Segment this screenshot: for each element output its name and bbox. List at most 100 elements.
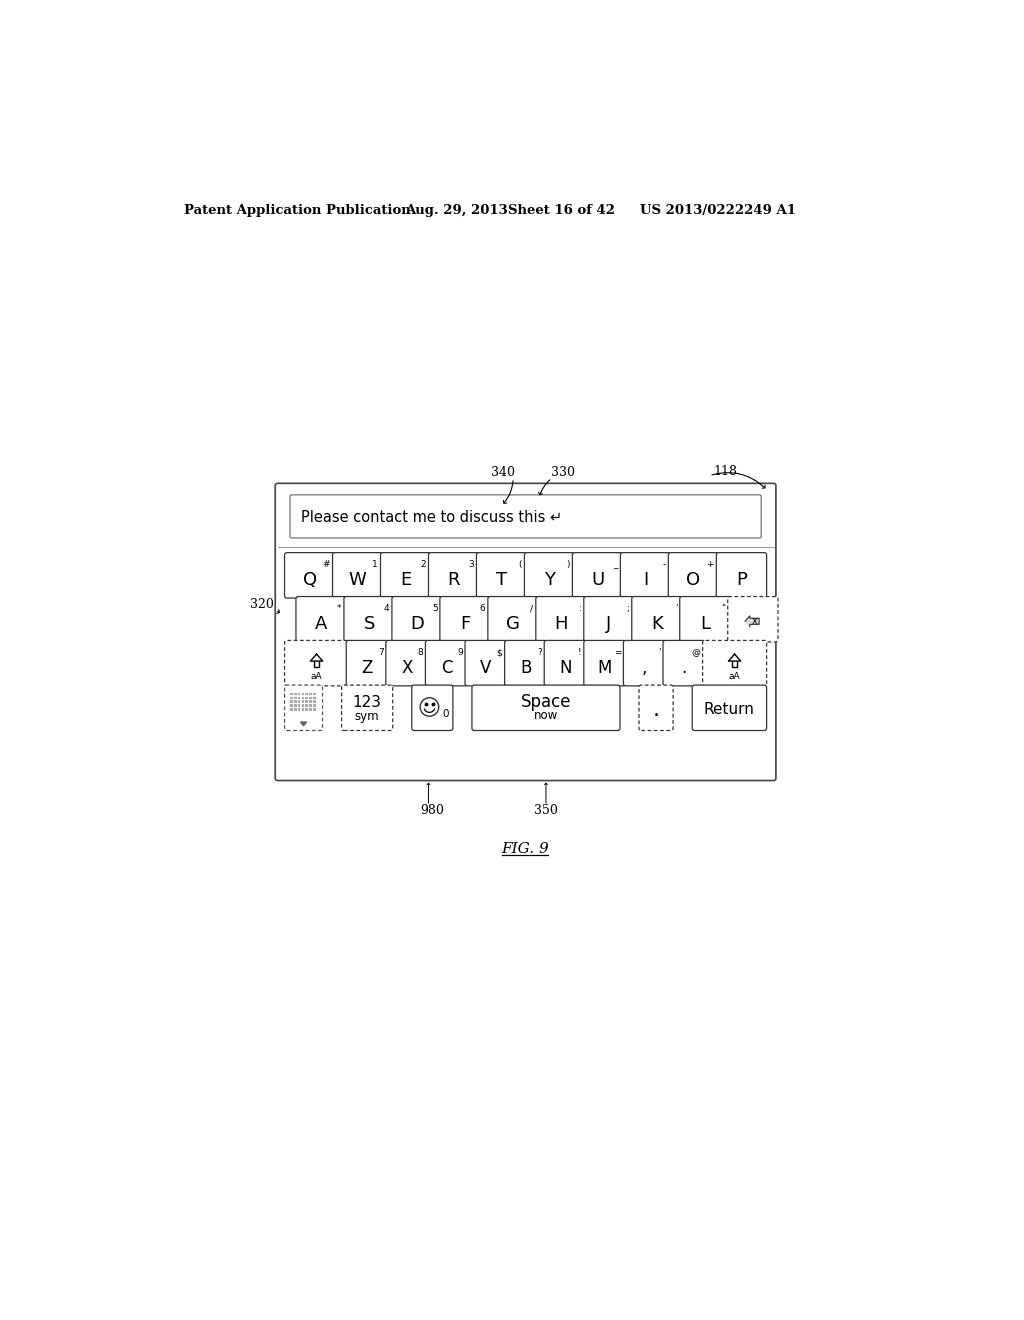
Text: 6: 6 xyxy=(480,605,485,614)
Text: ;: ; xyxy=(627,605,630,614)
FancyBboxPatch shape xyxy=(333,553,383,598)
Text: I: I xyxy=(643,572,648,589)
FancyBboxPatch shape xyxy=(313,697,316,700)
FancyBboxPatch shape xyxy=(425,640,467,686)
Text: Return: Return xyxy=(703,702,755,717)
FancyBboxPatch shape xyxy=(728,597,778,642)
Text: aA: aA xyxy=(729,672,740,681)
Text: 340: 340 xyxy=(492,466,515,479)
FancyBboxPatch shape xyxy=(584,597,634,642)
Text: D: D xyxy=(411,615,424,634)
FancyBboxPatch shape xyxy=(285,640,348,686)
Text: 8: 8 xyxy=(418,648,423,657)
FancyBboxPatch shape xyxy=(294,693,297,696)
Text: /: / xyxy=(530,605,534,614)
Text: #: # xyxy=(323,561,330,569)
Text: aA: aA xyxy=(310,672,323,681)
Text: US 2013/0222249 A1: US 2013/0222249 A1 xyxy=(640,205,796,218)
Text: S: S xyxy=(364,615,375,634)
Text: T: T xyxy=(496,572,507,589)
Text: ': ' xyxy=(675,605,678,614)
FancyBboxPatch shape xyxy=(290,495,761,539)
Text: 330: 330 xyxy=(551,466,575,479)
Text: A: A xyxy=(315,615,328,634)
Text: :: : xyxy=(579,605,582,614)
Text: Patent Application Publication: Patent Application Publication xyxy=(183,205,411,218)
FancyBboxPatch shape xyxy=(476,553,526,598)
Text: _: _ xyxy=(613,561,618,569)
FancyBboxPatch shape xyxy=(294,701,297,704)
FancyBboxPatch shape xyxy=(584,640,626,686)
Text: 123: 123 xyxy=(352,696,382,710)
Text: Q: Q xyxy=(303,572,316,589)
Text: P: P xyxy=(736,572,746,589)
Text: 1: 1 xyxy=(373,561,378,569)
Text: 0: 0 xyxy=(442,709,449,719)
FancyBboxPatch shape xyxy=(290,697,293,700)
FancyBboxPatch shape xyxy=(342,685,393,730)
FancyBboxPatch shape xyxy=(290,705,293,708)
FancyBboxPatch shape xyxy=(309,705,312,708)
FancyBboxPatch shape xyxy=(305,701,308,704)
Text: 3: 3 xyxy=(468,561,474,569)
Text: =: = xyxy=(613,648,622,657)
Text: G: G xyxy=(506,615,520,634)
Polygon shape xyxy=(310,655,323,661)
Text: *: * xyxy=(337,605,342,614)
Polygon shape xyxy=(300,722,306,726)
Text: ': ' xyxy=(658,648,660,657)
Text: .: . xyxy=(681,659,687,677)
FancyBboxPatch shape xyxy=(505,640,547,686)
FancyBboxPatch shape xyxy=(305,697,308,700)
Text: 9: 9 xyxy=(457,648,463,657)
FancyBboxPatch shape xyxy=(472,685,620,730)
FancyBboxPatch shape xyxy=(346,640,388,686)
FancyBboxPatch shape xyxy=(298,701,300,704)
FancyBboxPatch shape xyxy=(285,553,335,598)
Text: 5: 5 xyxy=(432,605,437,614)
FancyBboxPatch shape xyxy=(294,708,297,711)
Text: $: $ xyxy=(497,648,503,657)
FancyBboxPatch shape xyxy=(302,701,304,704)
Text: x: x xyxy=(752,616,758,626)
FancyBboxPatch shape xyxy=(298,708,300,711)
FancyBboxPatch shape xyxy=(621,553,671,598)
FancyBboxPatch shape xyxy=(305,693,308,696)
FancyBboxPatch shape xyxy=(290,708,293,711)
FancyBboxPatch shape xyxy=(344,597,394,642)
FancyBboxPatch shape xyxy=(294,697,297,700)
FancyBboxPatch shape xyxy=(524,553,574,598)
Text: Z: Z xyxy=(361,659,373,677)
Polygon shape xyxy=(745,616,759,627)
FancyBboxPatch shape xyxy=(290,693,293,696)
FancyBboxPatch shape xyxy=(632,597,682,642)
FancyBboxPatch shape xyxy=(302,697,304,700)
Text: Y: Y xyxy=(544,572,555,589)
FancyBboxPatch shape xyxy=(290,701,293,704)
Text: C: C xyxy=(440,659,453,677)
FancyBboxPatch shape xyxy=(680,597,730,642)
FancyBboxPatch shape xyxy=(309,697,312,700)
Text: -: - xyxy=(663,561,666,569)
FancyBboxPatch shape xyxy=(298,705,300,708)
FancyBboxPatch shape xyxy=(285,685,323,730)
Text: 350: 350 xyxy=(535,804,558,817)
Text: O: O xyxy=(686,572,700,589)
Text: .: . xyxy=(652,700,659,719)
Text: X: X xyxy=(401,659,413,677)
FancyBboxPatch shape xyxy=(692,685,767,730)
Text: N: N xyxy=(559,659,571,677)
FancyBboxPatch shape xyxy=(302,705,304,708)
FancyBboxPatch shape xyxy=(702,640,767,686)
FancyBboxPatch shape xyxy=(302,693,304,696)
Text: Aug. 29, 2013: Aug. 29, 2013 xyxy=(406,205,508,218)
FancyBboxPatch shape xyxy=(428,553,479,598)
FancyBboxPatch shape xyxy=(309,693,312,696)
FancyBboxPatch shape xyxy=(465,640,507,686)
FancyBboxPatch shape xyxy=(669,553,719,598)
Text: Please contact me to discuss this ↵: Please contact me to discuss this ↵ xyxy=(301,510,562,525)
Text: @: @ xyxy=(691,648,700,657)
FancyBboxPatch shape xyxy=(305,705,308,708)
FancyBboxPatch shape xyxy=(663,640,705,686)
Polygon shape xyxy=(728,655,740,661)
